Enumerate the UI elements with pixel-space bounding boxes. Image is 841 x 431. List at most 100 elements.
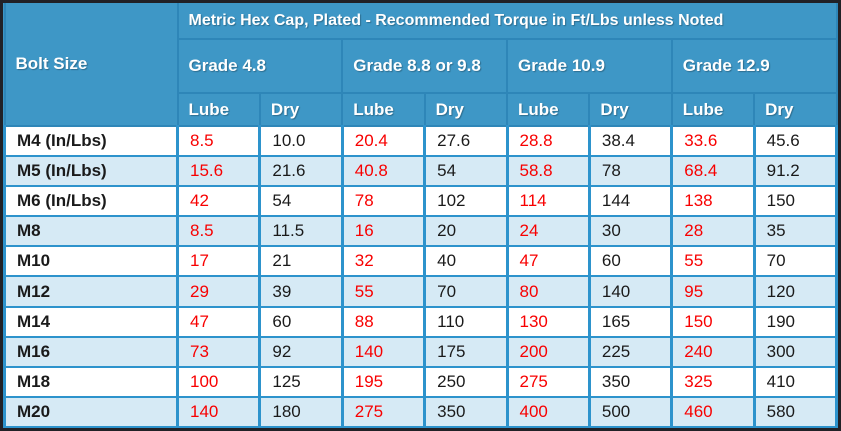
table-row: M12 29 39 55 70 80 140 95 120 [3,275,838,308]
dry-torque-cell: 27.6 [423,124,509,158]
bolt-size-cell: M8 [3,215,179,248]
dry-torque-cell: 21 [258,245,344,278]
lube-torque-cell: 88 [340,305,427,338]
grade-12-9-header: Grade 12.9 [670,38,838,94]
dry-torque-cell: 39 [258,275,344,308]
bolt-size-cell: M20 [3,395,179,428]
lube-torque-cell: 100 [175,365,262,398]
dry-header: Dry [258,92,344,127]
table-row: M18 100 125 195 250 275 350 325 410 [3,365,838,398]
dry-torque-cell: 11.5 [258,215,344,248]
lube-torque-cell: 240 [670,335,756,368]
lube-torque-cell: 40.8 [340,155,427,188]
lube-torque-cell: 400 [505,395,591,428]
lube-header: Lube [505,92,591,127]
table-header: Bolt Size Metric Hex Cap, Plated - Recom… [3,3,838,127]
lube-torque-cell: 47 [505,245,591,278]
bolt-size-cell: M5 (In/Lbs) [3,155,179,188]
lube-torque-cell: 8.5 [175,124,262,158]
dry-torque-cell: 60 [587,245,674,278]
dry-torque-cell: 140 [587,275,674,308]
table-row: M14 47 60 88 110 130 165 150 190 [3,305,838,338]
dry-torque-cell: 580 [752,395,838,428]
grade-8-8-header: Grade 8.8 or 9.8 [341,38,508,94]
lube-torque-cell: 20.4 [340,124,427,158]
lube-torque-cell: 130 [505,305,591,338]
bolt-size-header: Bolt Size [3,3,179,127]
lube-torque-cell: 16 [340,215,427,248]
lube-torque-cell: 200 [505,335,591,368]
dry-torque-cell: 180 [258,395,344,428]
dry-header: Dry [753,92,838,127]
dry-torque-cell: 70 [752,245,838,278]
dry-torque-cell: 78 [587,155,674,188]
lube-header: Lube [176,92,261,127]
dry-torque-cell: 110 [423,305,509,338]
lube-torque-cell: 24 [505,215,591,248]
dry-torque-cell: 175 [423,335,509,368]
dry-torque-cell: 54 [258,185,344,218]
dry-torque-cell: 120 [752,275,838,308]
lube-torque-cell: 29 [175,275,262,308]
lube-torque-cell: 73 [175,335,262,368]
dry-torque-cell: 40 [423,245,509,278]
lube-torque-cell: 325 [670,365,756,398]
dry-torque-cell: 38.4 [587,124,674,158]
table-row: M5 (In/Lbs) 15.6 21.6 40.8 54 58.8 78 68.4 91.2 [3,155,838,188]
bolt-size-cell: M10 [3,245,179,278]
lube-torque-cell: 95 [670,275,756,308]
dry-header: Dry [423,92,509,127]
grade-4-8-header: Grade 4.8 [176,38,344,94]
dry-torque-cell: 45.6 [752,124,838,158]
bolt-size-cell: M18 [3,365,179,398]
dry-torque-cell: 165 [587,305,674,338]
table-title: Metric Hex Cap, Plated - Recommended Tor… [176,3,838,40]
dry-torque-cell: 350 [587,365,674,398]
dry-torque-cell: 10.0 [258,124,344,158]
lube-torque-cell: 28 [670,215,756,248]
table-row: M20 140 180 275 350 400 500 460 580 [3,395,838,428]
lube-torque-cell: 114 [505,185,591,218]
dry-torque-cell: 60 [258,305,344,338]
lube-torque-cell: 80 [505,275,591,308]
subheader-row: Lube Dry Lube Dry Lube Dry Lube Dry [5,92,838,127]
dry-torque-cell: 30 [587,215,674,248]
table-row: M10 17 21 32 40 47 60 55 70 [3,245,838,278]
dry-torque-cell: 20 [423,215,509,248]
bolt-size-cell: M16 [3,335,179,368]
dry-torque-cell: 54 [423,155,509,188]
dry-header: Dry [588,92,673,127]
lube-torque-cell: 42 [175,185,262,218]
lube-header: Lube [341,92,426,127]
lube-torque-cell: 55 [340,275,427,308]
lube-torque-cell: 275 [505,365,591,398]
table-body: M4 (In/Lbs) 8.5 10.0 20.4 27.6 28.8 38.4 33.6 45… [3,124,838,428]
lube-torque-cell: 15.6 [175,155,262,188]
bolt-size-cell: M12 [3,275,179,308]
lube-torque-cell: 28.8 [505,124,591,158]
dry-torque-cell: 500 [587,395,674,428]
lube-torque-cell: 8.5 [175,215,262,248]
lube-torque-cell: 55 [670,245,756,278]
dry-torque-cell: 144 [587,185,674,218]
dry-torque-cell: 35 [752,215,838,248]
lube-torque-cell: 78 [340,185,427,218]
lube-torque-cell: 47 [175,305,262,338]
lube-torque-cell: 140 [175,395,262,428]
dry-torque-cell: 410 [752,365,838,398]
dry-torque-cell: 125 [258,365,344,398]
dry-torque-cell: 91.2 [752,155,838,188]
lube-torque-cell: 17 [175,245,262,278]
dry-torque-cell: 250 [423,365,509,398]
lube-torque-cell: 150 [670,305,756,338]
lube-torque-cell: 68.4 [670,155,756,188]
lube-torque-cell: 58.8 [505,155,591,188]
lube-torque-cell: 138 [670,185,756,218]
lube-torque-cell: 32 [340,245,427,278]
dry-torque-cell: 92 [258,335,344,368]
bolt-size-cell: M14 [3,305,179,338]
table-row: M6 (In/Lbs) 42 54 78 102 114 144 138 150 [3,185,838,218]
table-row: M8 8.5 11.5 16 20 24 30 28 35 [3,215,838,248]
dry-torque-cell: 225 [587,335,674,368]
